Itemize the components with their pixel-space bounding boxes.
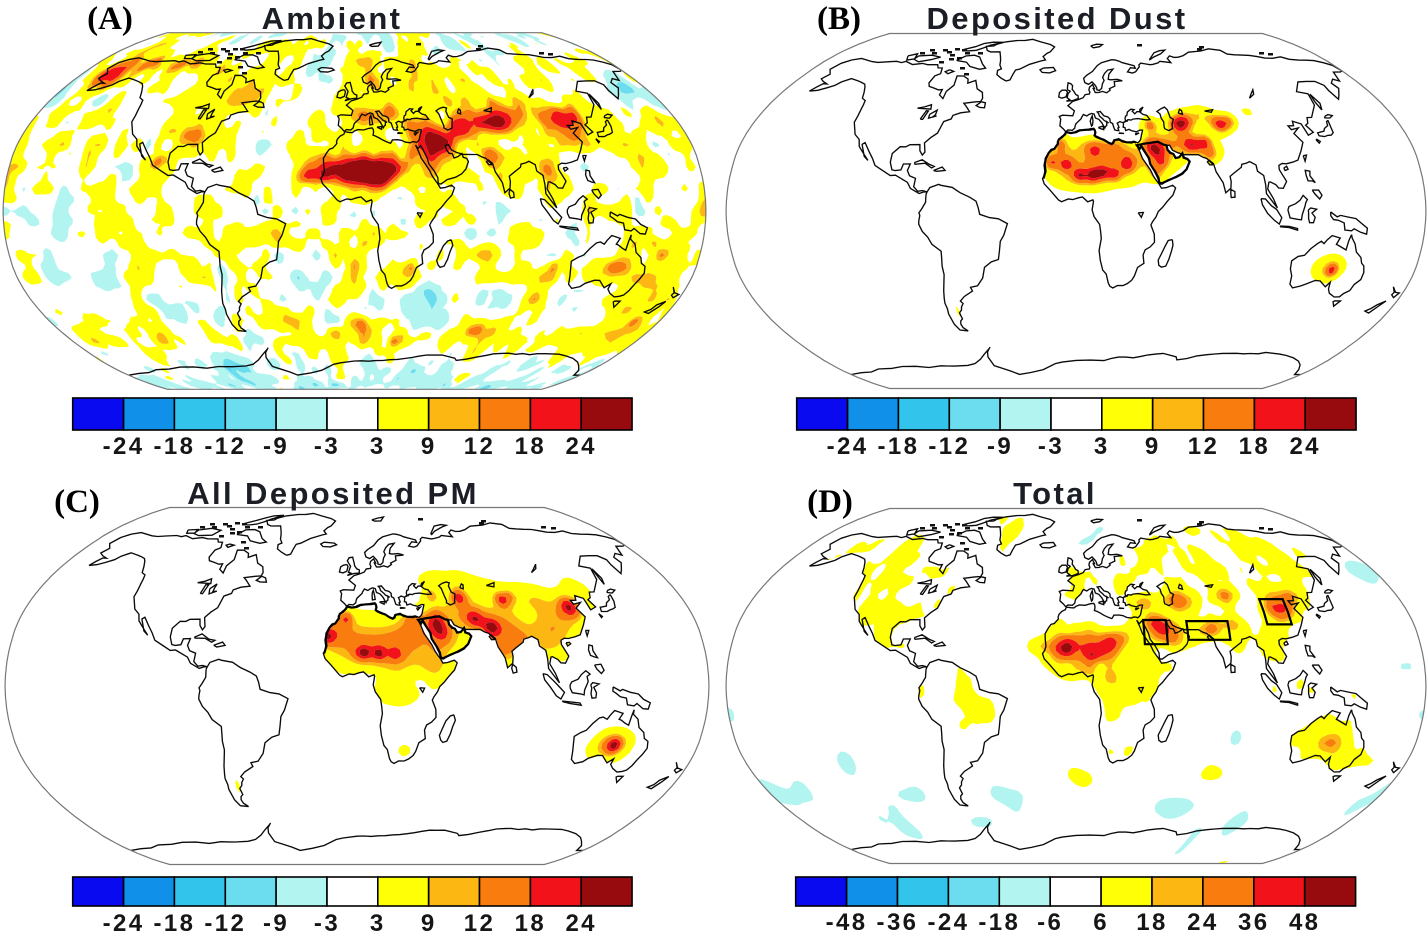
svg-text:3: 3 <box>1094 433 1110 460</box>
svg-text:-9: -9 <box>263 433 289 460</box>
svg-text:Total: Total <box>1013 476 1097 511</box>
svg-text:-18: -18 <box>877 433 919 460</box>
svg-text:-18: -18 <box>978 909 1020 936</box>
svg-text:12: 12 <box>464 433 496 460</box>
svg-text:-3: -3 <box>314 910 340 936</box>
svg-text:Deposited Dust: Deposited Dust <box>927 1 1188 36</box>
svg-text:-9: -9 <box>987 433 1013 460</box>
svg-text:(B): (B) <box>817 1 861 37</box>
svg-text:12: 12 <box>464 910 496 936</box>
svg-text:12: 12 <box>1188 433 1220 460</box>
svg-text:-24: -24 <box>103 433 145 460</box>
svg-text:36: 36 <box>1238 909 1270 936</box>
svg-text:18: 18 <box>515 433 547 460</box>
svg-text:-18: -18 <box>153 433 195 460</box>
svg-text:18: 18 <box>1136 909 1168 936</box>
svg-text:-48: -48 <box>826 909 868 936</box>
svg-text:24: 24 <box>565 433 597 460</box>
svg-text:24: 24 <box>1187 909 1219 936</box>
svg-text:All Deposited PM: All Deposited PM <box>187 476 479 511</box>
svg-text:-12: -12 <box>204 910 246 936</box>
svg-text:24: 24 <box>565 910 597 936</box>
svg-text:3: 3 <box>370 910 386 936</box>
svg-text:Ambient: Ambient <box>262 1 403 36</box>
svg-text:-3: -3 <box>1038 433 1064 460</box>
svg-text:-9: -9 <box>263 910 289 936</box>
svg-text:-24: -24 <box>827 433 869 460</box>
svg-text:3: 3 <box>370 433 386 460</box>
svg-text:-36: -36 <box>877 909 919 936</box>
svg-text:6: 6 <box>1093 909 1109 936</box>
svg-text:(C): (C) <box>54 484 100 520</box>
svg-text:-24: -24 <box>103 910 145 936</box>
svg-text:9: 9 <box>1145 433 1161 460</box>
svg-text:-6: -6 <box>1037 909 1063 936</box>
svg-text:9: 9 <box>421 433 437 460</box>
svg-text:(D): (D) <box>807 484 853 520</box>
svg-text:-18: -18 <box>153 910 195 936</box>
svg-text:-12: -12 <box>928 433 970 460</box>
svg-text:48: 48 <box>1289 909 1321 936</box>
svg-text:-24: -24 <box>927 909 969 936</box>
svg-text:-3: -3 <box>314 433 340 460</box>
svg-text:18: 18 <box>1239 433 1271 460</box>
svg-text:-12: -12 <box>204 433 246 460</box>
svg-text:(A): (A) <box>87 1 133 37</box>
svg-text:24: 24 <box>1289 433 1321 460</box>
svg-text:9: 9 <box>421 910 437 936</box>
svg-text:18: 18 <box>515 910 547 936</box>
